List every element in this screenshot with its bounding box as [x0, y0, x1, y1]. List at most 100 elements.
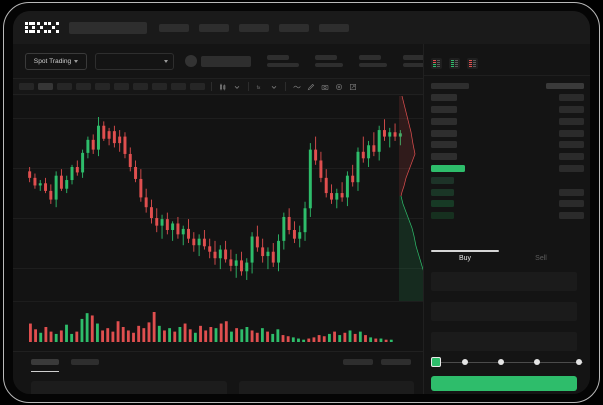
orderbook-row-price — [431, 94, 457, 102]
timeframe-button-0[interactable] — [19, 83, 34, 90]
slider-mark-25[interactable] — [462, 359, 468, 365]
orderbook-row-amount — [559, 188, 584, 196]
slider-mark-100[interactable] — [576, 359, 582, 365]
nav-item-2[interactable] — [238, 23, 269, 32]
svg-text:fx: fx — [257, 85, 261, 90]
orderbook-row-amount — [559, 106, 584, 114]
pencil-icon[interactable] — [306, 82, 316, 92]
orderbook-row-amount — [559, 212, 584, 220]
amount-slider-handle[interactable] — [431, 357, 441, 367]
stat-value — [403, 62, 431, 67]
order-panel-right[interactable] — [239, 381, 414, 394]
timeframe-button-3[interactable] — [76, 83, 91, 90]
chevron-down-icon[interactable] — [232, 82, 242, 92]
nav-item-1[interactable] — [198, 23, 229, 32]
orders-action-0[interactable] — [343, 359, 373, 365]
orderbook-row[interactable] — [431, 174, 584, 186]
amount-input[interactable] — [431, 302, 577, 321]
orderbook-row-price — [431, 117, 457, 125]
tab-open-orders[interactable] — [31, 359, 59, 365]
timeframe-button-7[interactable] — [152, 83, 167, 90]
orders-panel — [13, 351, 423, 394]
amount-slider-track[interactable] — [433, 362, 583, 364]
header-nav — [158, 23, 349, 32]
orderbook-row-price — [431, 165, 465, 173]
price-chart[interactable] — [13, 96, 423, 301]
camera-icon[interactable] — [320, 82, 330, 92]
orderbook-row[interactable] — [431, 127, 584, 139]
orderbook-row-amount — [559, 200, 584, 208]
nav-item-3[interactable] — [278, 23, 309, 32]
orderbook-row-amount — [559, 94, 584, 102]
buy-sell-indicator — [431, 250, 499, 252]
chevron-down-icon — [164, 59, 168, 63]
settings-icon[interactable] — [334, 82, 344, 92]
orderbook-row[interactable] — [431, 198, 584, 210]
nav-item-0[interactable] — [158, 23, 189, 32]
stat-label — [267, 55, 289, 60]
orderbook-divider — [424, 75, 590, 76]
orderbook-row[interactable] — [431, 210, 584, 222]
logo-glyph-o — [25, 21, 36, 34]
candlestick-icon[interactable] — [218, 82, 228, 92]
orderbook-row[interactable] — [431, 151, 584, 163]
indicator-icon[interactable]: fx — [255, 82, 265, 92]
orderbook-row-amount — [559, 165, 584, 173]
okx-logo-icon[interactable]: OKX — [25, 21, 59, 34]
chevron-down-icon[interactable] — [269, 82, 279, 92]
orderbook-rows[interactable] — [431, 80, 584, 222]
tab-sell[interactable]: Sell — [535, 255, 547, 262]
orderbook-row-price — [431, 82, 469, 89]
search-input[interactable] — [68, 21, 147, 34]
tab-order-history[interactable] — [71, 359, 99, 365]
orderbook-row[interactable] — [431, 163, 584, 175]
slider-mark-75[interactable] — [534, 359, 540, 365]
fullscreen-icon[interactable] — [348, 82, 358, 92]
timeframe-button-8[interactable] — [171, 83, 186, 90]
orders-tabs — [31, 359, 99, 365]
line-wave-icon[interactable] — [292, 82, 302, 92]
orderbook-row[interactable] — [431, 92, 584, 104]
stat-volume — [403, 55, 431, 67]
orderbook-row-amount — [559, 153, 584, 161]
order-panel-left[interactable] — [31, 381, 227, 394]
orderbook-row-price — [431, 212, 454, 220]
orderbook-row[interactable] — [431, 139, 584, 151]
submit-order-button[interactable] — [431, 376, 577, 391]
chart-gridline — [13, 268, 423, 269]
chevron-down-icon — [74, 59, 79, 63]
logo-glyph-k — [36, 21, 47, 34]
chart-gridline — [13, 118, 423, 119]
top-header: OKX — [13, 11, 590, 44]
orderbook-row[interactable] — [431, 104, 584, 116]
orderbook-row[interactable] — [431, 80, 584, 92]
timeframe-button-2[interactable] — [57, 83, 72, 90]
orderbook-both-icon[interactable] — [431, 58, 442, 69]
trading-pair-select[interactable] — [95, 52, 174, 70]
slider-mark-50[interactable] — [498, 359, 504, 365]
logo-glyph-x — [48, 21, 59, 34]
stat-label — [315, 55, 337, 60]
spot-trading-dropdown[interactable]: Spot Trading — [25, 52, 87, 70]
price-input[interactable] — [431, 272, 577, 291]
total-input[interactable] — [431, 332, 577, 351]
stat-label — [359, 55, 381, 60]
orderbook-row-price — [431, 106, 457, 114]
orderbook-bids-icon[interactable] — [449, 58, 460, 69]
nav-item-4[interactable] — [318, 23, 349, 32]
chart-gridline — [13, 168, 423, 169]
stat-change — [267, 55, 299, 67]
orderbook-asks-icon[interactable] — [467, 58, 478, 69]
timeframe-button-1[interactable] — [38, 83, 53, 90]
volume-chart — [13, 301, 423, 351]
tab-buy[interactable]: Buy — [458, 255, 472, 262]
timeframe-button-6[interactable] — [133, 83, 148, 90]
orderbook-row[interactable] — [431, 186, 584, 198]
timeframe-button-9[interactable] — [190, 83, 205, 90]
stat-low — [359, 55, 387, 67]
timeframe-button-5[interactable] — [114, 83, 129, 90]
timeframe-button-4[interactable] — [95, 83, 110, 90]
orders-action-1[interactable] — [381, 359, 411, 365]
orderbook-row[interactable] — [431, 115, 584, 127]
orderbook-row-price — [431, 176, 454, 184]
